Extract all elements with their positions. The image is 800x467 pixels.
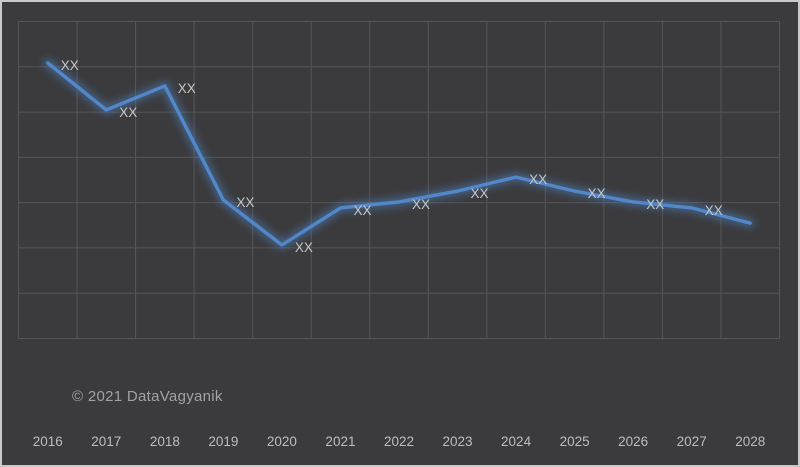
data-label: XX [295, 240, 313, 255]
data-label: XX [588, 186, 606, 201]
series-line-group [43, 58, 755, 250]
copyright-text: © 2021 DataVagyanik [72, 388, 223, 405]
data-label: XX [529, 172, 547, 187]
data-label: XX [705, 203, 723, 218]
data-label-group: XX XX XX XX XX XX XX XX XX XX XX XX [61, 58, 723, 255]
data-label: XX [61, 58, 79, 73]
data-label: XX [178, 81, 196, 96]
data-label: XX [353, 203, 371, 218]
plot-grid [18, 21, 780, 339]
data-label: XX [236, 195, 254, 210]
data-label: XX [646, 197, 664, 212]
series-line [46, 61, 752, 247]
data-label: XX [119, 105, 137, 120]
data-label: XX [412, 197, 430, 212]
data-label: XX [470, 186, 488, 201]
